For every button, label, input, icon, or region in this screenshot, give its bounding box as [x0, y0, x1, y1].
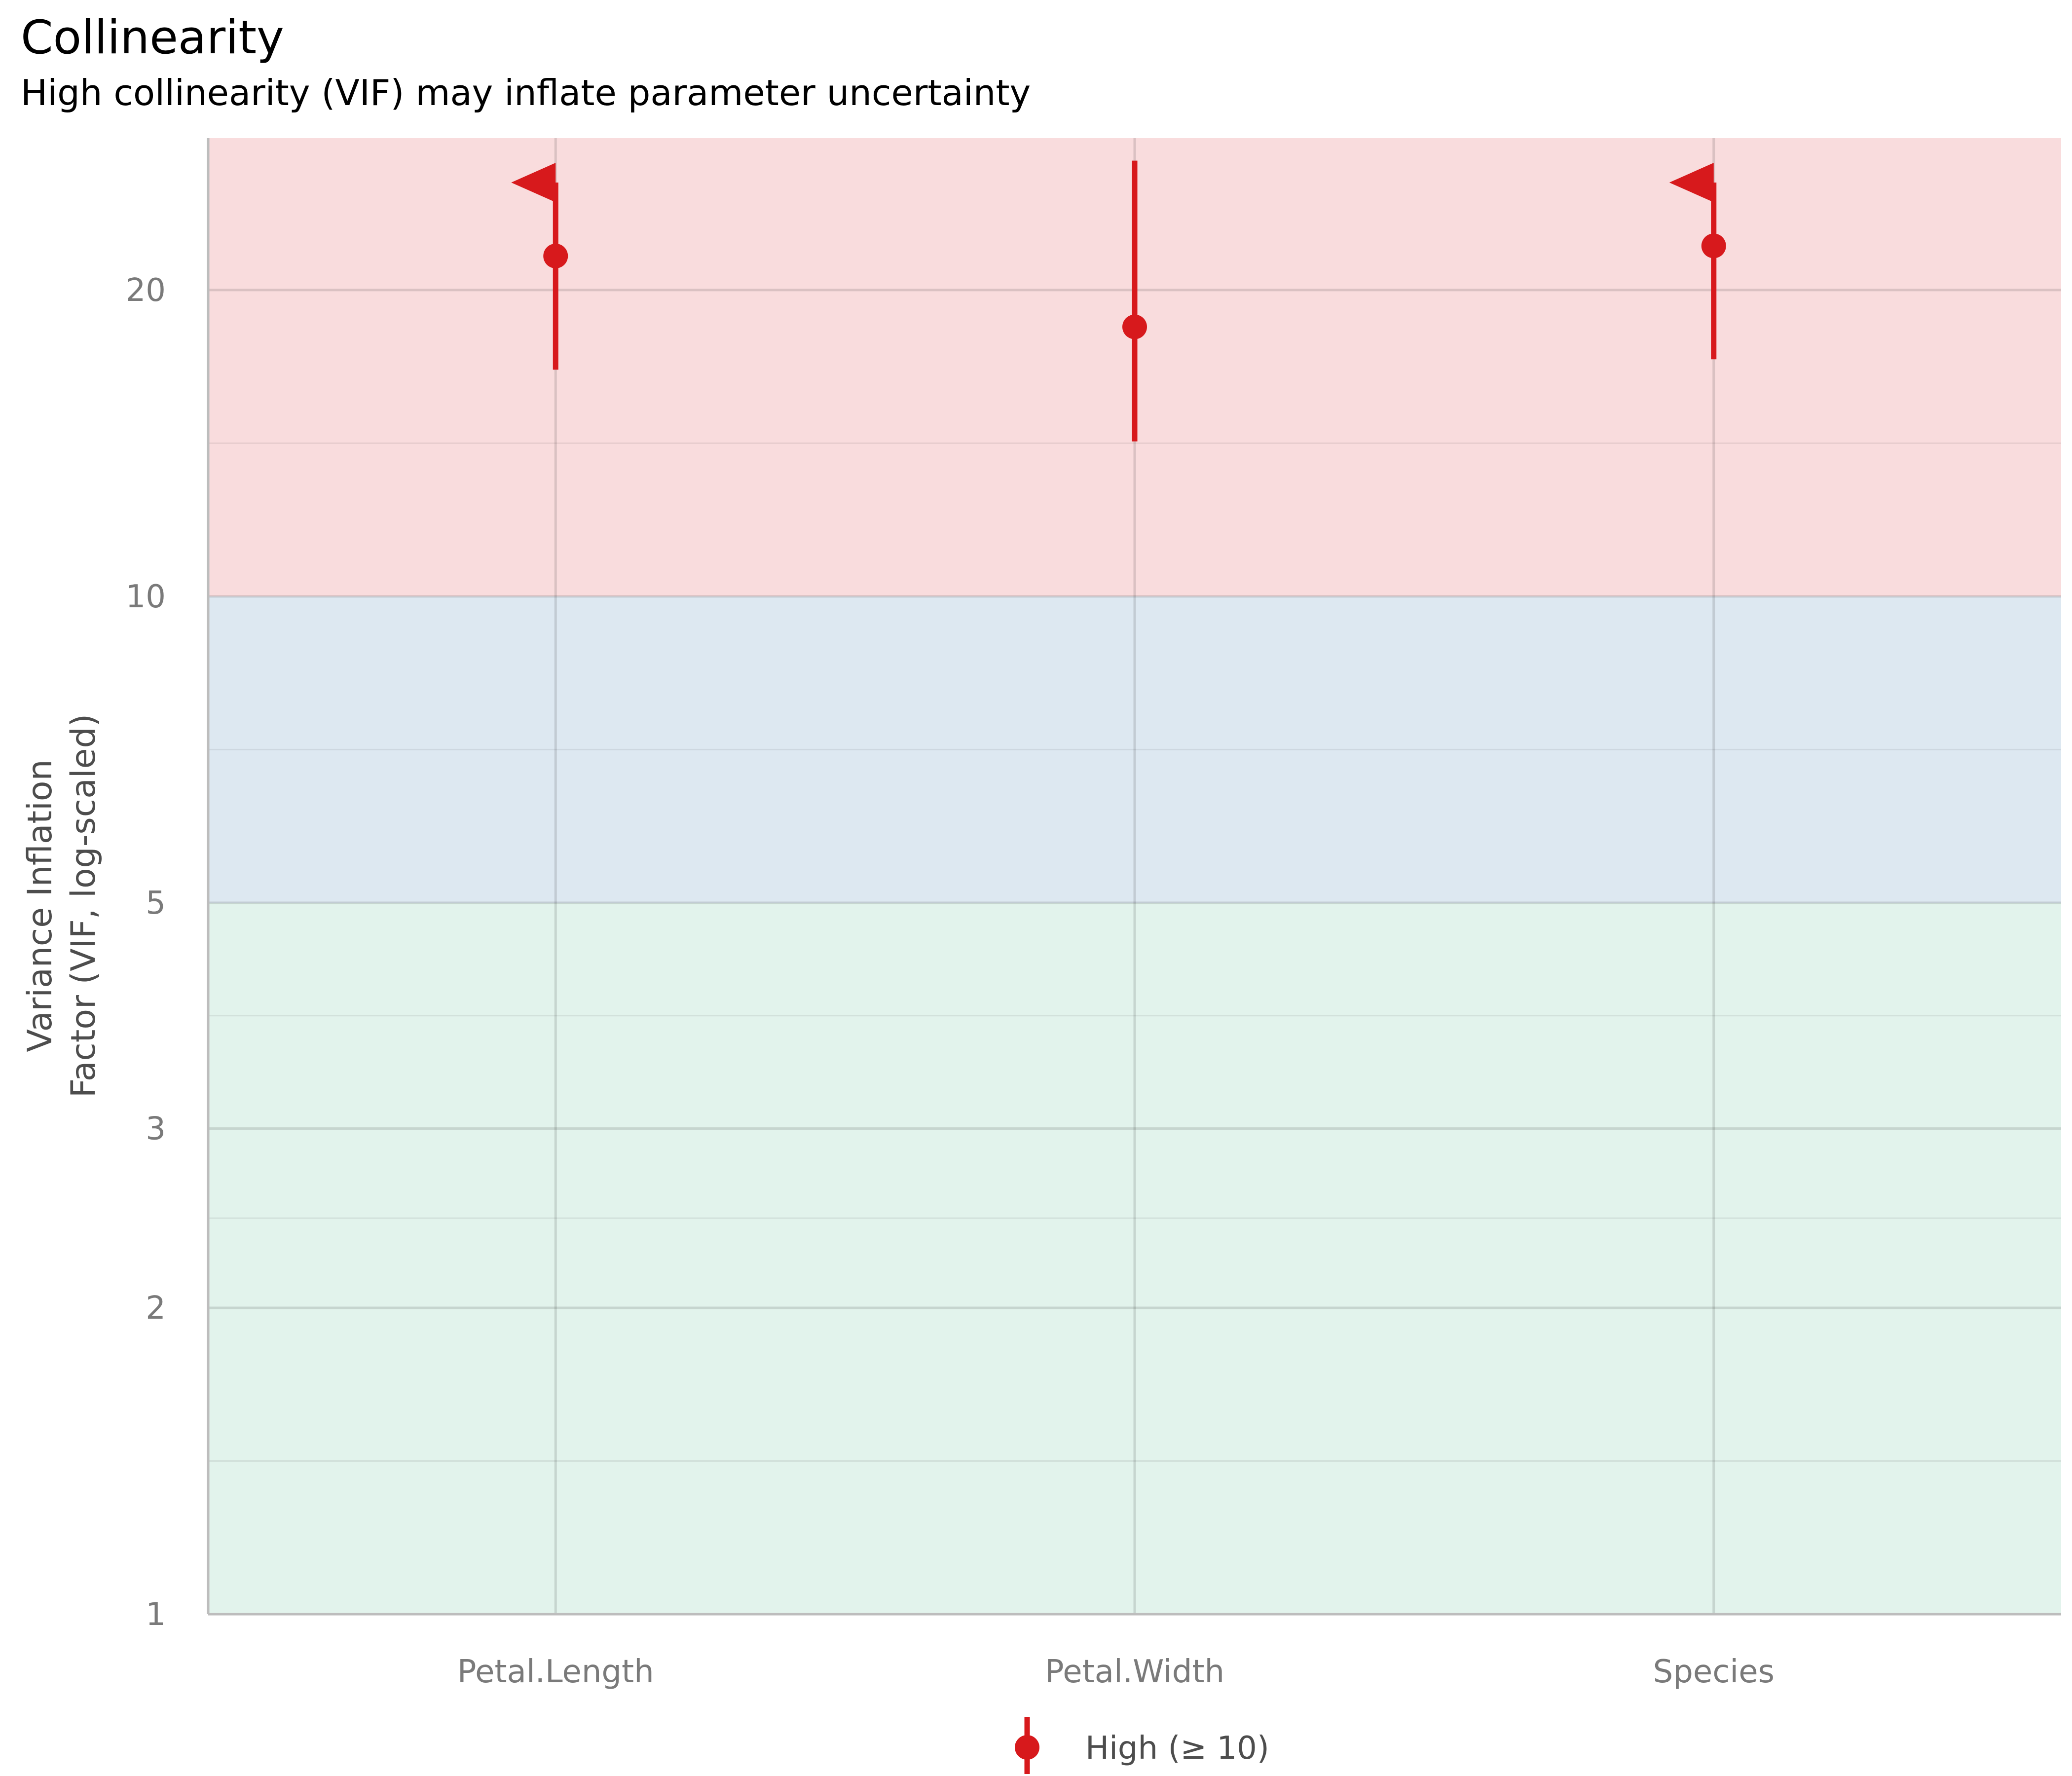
band-0 [208, 902, 2061, 1614]
y-axis-title-line: Factor (VIF, log-scaled) [64, 714, 103, 1098]
x-tick-label: Petal.Length [457, 1654, 654, 1690]
y-tick-label: 10 [126, 579, 166, 615]
x-tick-label: Petal.Width [1045, 1654, 1224, 1690]
y-tick-labels: 1 2 3 5 10 20 [126, 272, 166, 1633]
legend-label: High (≥ 10) [1085, 1730, 1269, 1767]
data-marks [511, 160, 1726, 442]
x-tick-labels: Petal.Length Petal.Width Species [457, 1654, 1775, 1690]
legend-key-point [1015, 1735, 1039, 1760]
y-tick-label: 20 [126, 272, 166, 309]
x-tick-label: Species [1653, 1654, 1775, 1690]
y-tick-label: 3 [146, 1111, 166, 1147]
vif-point [1701, 233, 1726, 259]
y-axis-title-line: Variance Inflation [21, 759, 60, 1052]
chart-title: Collinearity [21, 11, 284, 65]
band-1 [208, 596, 2061, 903]
y-axis-title: Variance Inflation Factor (VIF, log-scale… [21, 714, 103, 1098]
legend: High (≥ 10) [1015, 1717, 1269, 1774]
vif-point [1122, 314, 1147, 339]
chart-subtitle: High collinearity (VIF) may inflate para… [21, 72, 1031, 113]
y-tick-label: 2 [146, 1290, 166, 1327]
y-tick-label: 5 [146, 885, 166, 922]
y-tick-label: 1 [146, 1596, 166, 1633]
vif-point [543, 243, 568, 268]
axes [207, 138, 2061, 1616]
